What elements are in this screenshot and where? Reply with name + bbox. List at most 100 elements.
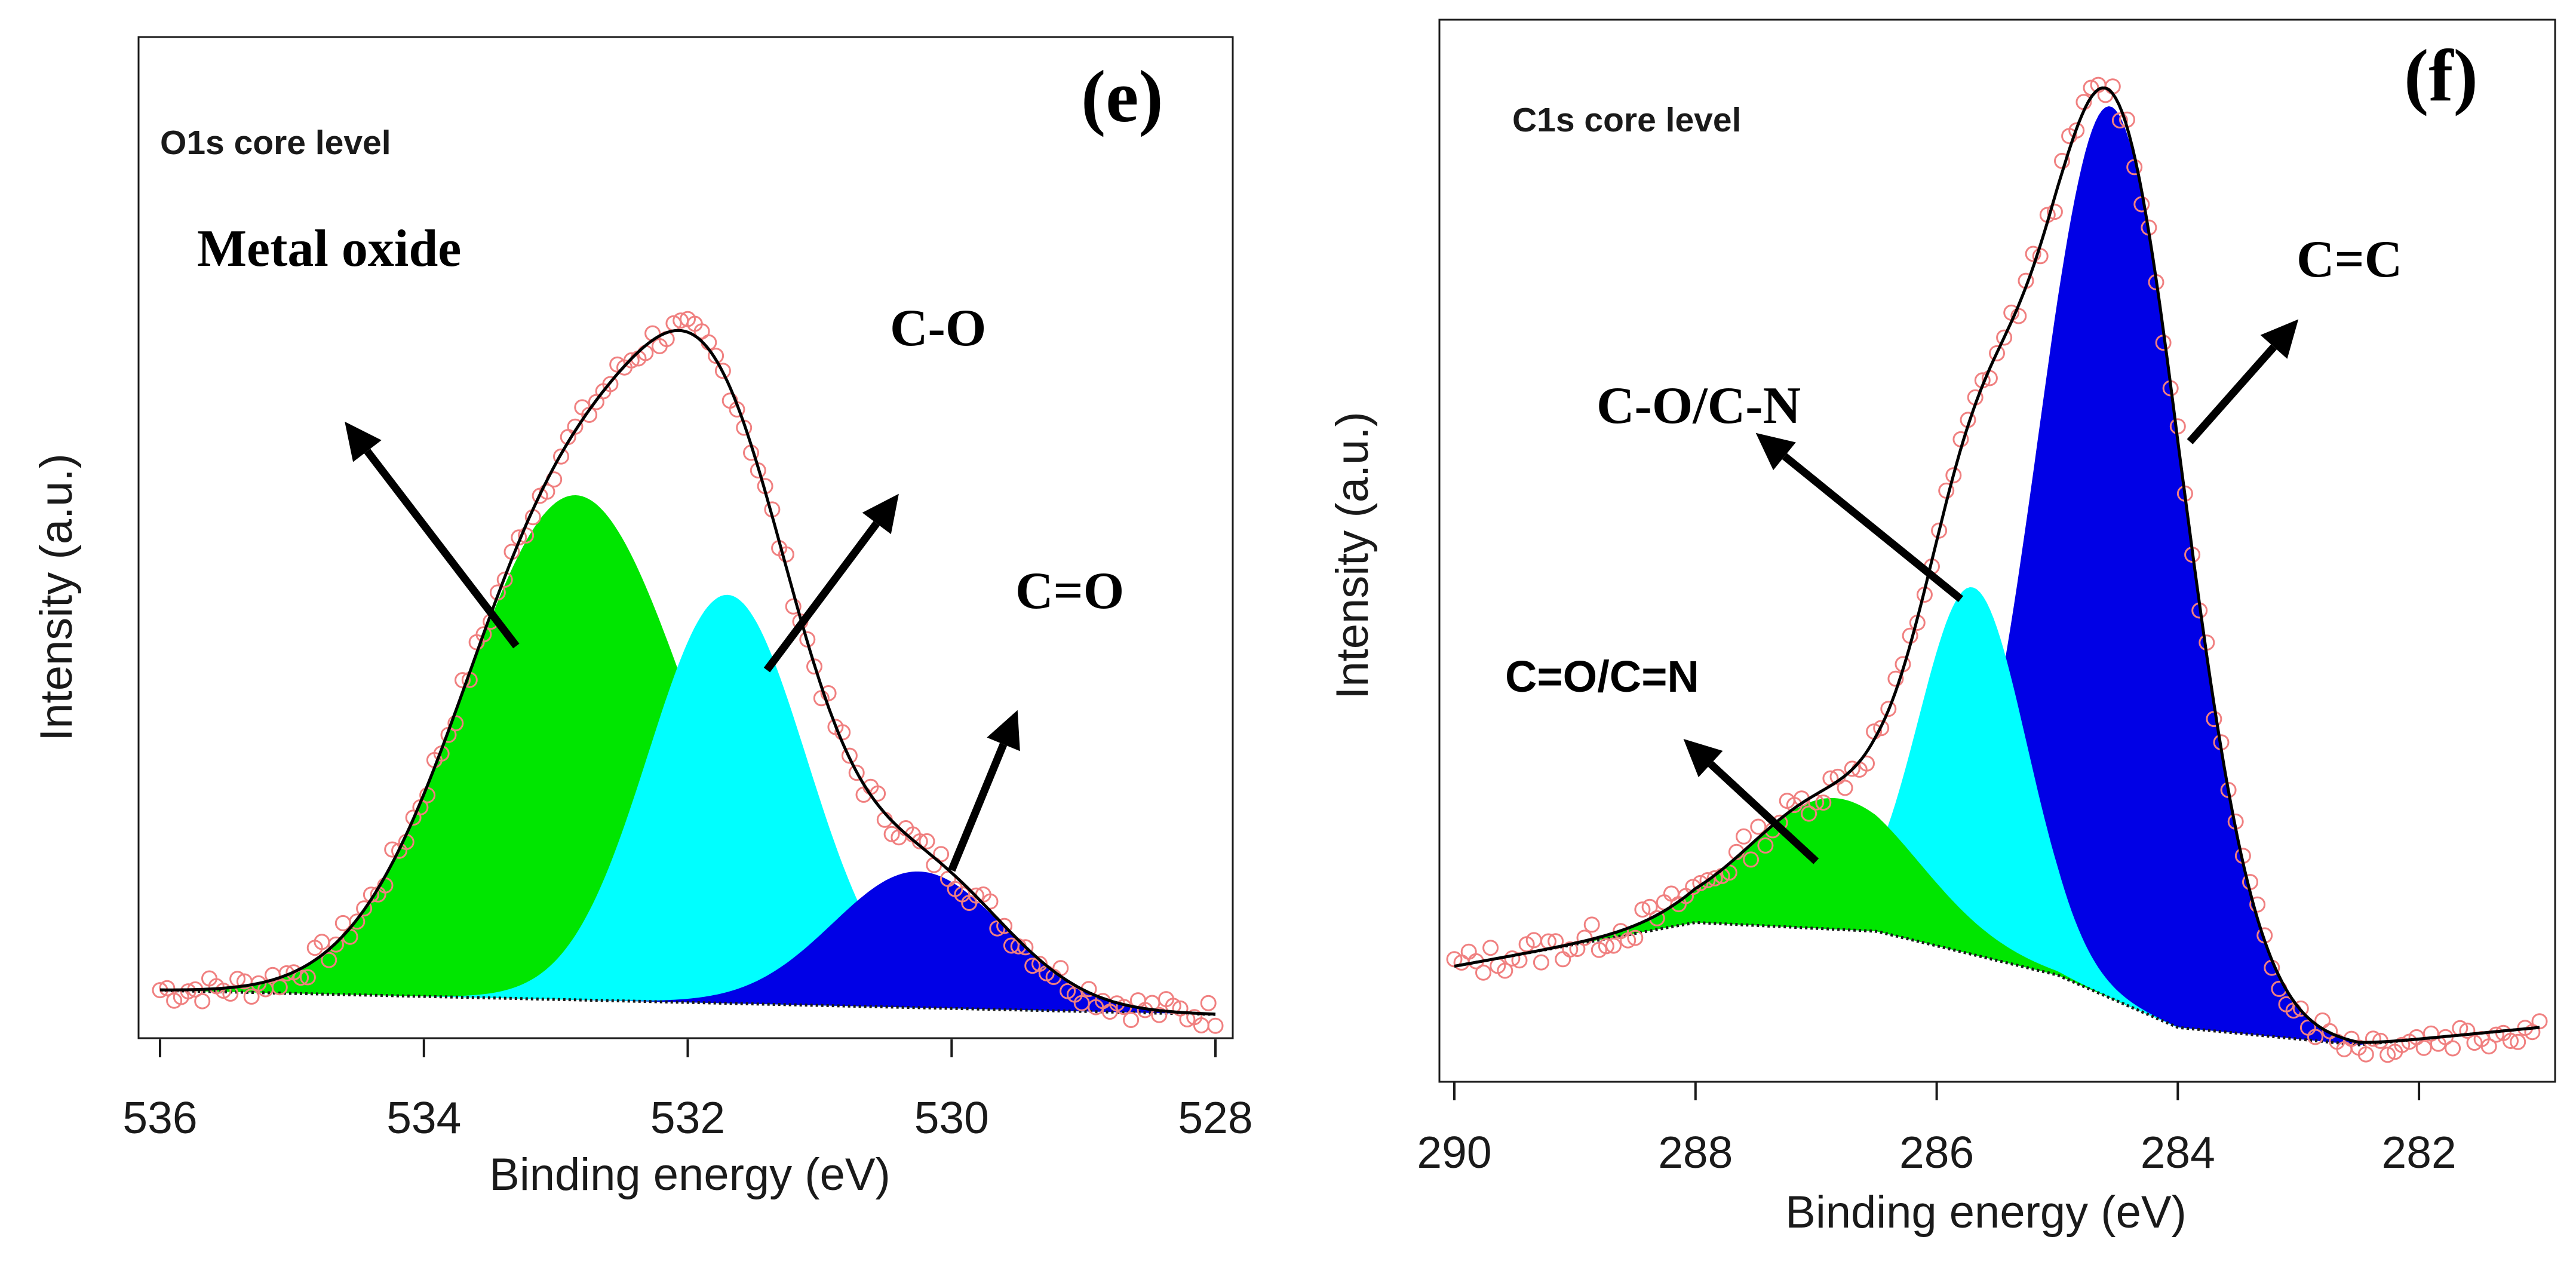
panel-e-data-point <box>243 988 260 1005</box>
panel-f-data-point <box>2488 1026 2504 1043</box>
panel-e-x-tick-label: 528 <box>1178 1093 1252 1143</box>
panel-e-data-point <box>475 626 492 643</box>
panel-f-fit-envelope <box>1454 86 2540 1044</box>
panel-e-data-point <box>447 715 464 732</box>
panel-f-data-point <box>2503 1033 2519 1049</box>
panel-e-data-point <box>933 846 950 863</box>
panel-f-annotation-arrowhead-1 <box>1755 432 1796 471</box>
panel-f-data-point <box>2025 246 2041 262</box>
panel-f-data-point <box>1482 940 1499 956</box>
panel-f-data-point <box>1562 941 1579 958</box>
panel-f-data-point <box>1837 780 1853 796</box>
panel-f-data-point <box>1880 701 1897 717</box>
panel-f-data-point <box>1583 916 1600 933</box>
panel-f-data-point <box>1620 932 1637 949</box>
panel-f-data-point <box>2046 204 2063 220</box>
panel-f-data-point <box>2068 122 2085 139</box>
annotation-metal-oxide: Metal oxide <box>197 220 461 278</box>
panel-f-data-point <box>1750 818 1767 835</box>
panel-e-title: O1s core level <box>160 124 391 162</box>
panel-f-label: (f) <box>2404 35 2478 116</box>
panel-f-annotation-arrow-2 <box>1708 761 1819 864</box>
panel-e-x-tick-label: 532 <box>650 1093 725 1143</box>
panel-e-annotation-arrowhead-2 <box>987 710 1020 751</box>
panel-f-data-point <box>2394 1036 2411 1053</box>
panel-f-data-point <box>2524 1024 2541 1041</box>
panel-e-data-point <box>806 658 822 675</box>
panel-f-x-tick-label: 284 <box>2141 1127 2215 1177</box>
panel-f-data-point <box>1692 875 1709 891</box>
panel-e-data-point <box>996 918 1013 934</box>
panel-f-data-point <box>1743 851 1760 868</box>
panel-e: 536 534 532 530 528 (e) O1s core level Bindi… <box>31 36 1253 1200</box>
panel-f-data-point <box>1996 329 2013 346</box>
panel-e-data-point <box>1024 958 1041 974</box>
panel-e-data-point <box>841 747 858 764</box>
panel-f-peak-c-o-c-n <box>1454 797 2540 1045</box>
panel-f-plot-area <box>1446 76 2548 1063</box>
panel-f-data-point <box>2459 1022 2476 1039</box>
panel-f-annotation-arrowhead-0 <box>2260 319 2299 359</box>
panel-e-data-point <box>328 936 344 953</box>
panel-e-plot-area <box>152 311 1224 1034</box>
panel-f-annotation-arrowhead-2 <box>1683 739 1723 778</box>
panel-e-data-point <box>989 920 1006 937</box>
panel-f-data-point <box>2510 1033 2526 1050</box>
panel-e-annotation-arrow-2 <box>948 743 1008 872</box>
panel-f-data-point <box>1641 898 1658 915</box>
panel-f-data-point <box>1699 872 1716 888</box>
panel-f-x-tick-label: 286 <box>1899 1127 1974 1177</box>
panel-f-x-tick-label: 288 <box>1658 1127 1733 1177</box>
panel-e-data-point <box>356 900 373 917</box>
panel-f-data-point <box>1815 794 1832 811</box>
panel-f-data-point <box>1757 837 1774 854</box>
panel-e-annotation-arrow-1 <box>763 521 880 673</box>
panel-e-label: (e) <box>1081 56 1163 137</box>
annotation-c-double-o: C=O <box>1015 562 1124 620</box>
annotation-c-double-c: C=C <box>2296 231 2402 289</box>
panel-e-data-point <box>1123 1012 1140 1028</box>
panel-f-data-point <box>1627 929 1644 946</box>
panel-f-data-point <box>2365 1030 2381 1047</box>
panel-f-data-point <box>2380 1047 2396 1063</box>
panel-f-x-tick-label: 282 <box>2382 1127 2457 1177</box>
panel-f-data-point <box>1945 467 1962 484</box>
panel-f-data-point <box>2445 1040 2461 1057</box>
panel-e-data-point <box>271 979 288 996</box>
panel-e-data-point <box>299 969 316 986</box>
panel-f-data-point <box>1446 951 1463 968</box>
panel-f-data-point <box>1598 938 1614 955</box>
panel-f-data-point <box>2357 1046 2374 1063</box>
panel-e-x-axis-title: Binding energy (eV) <box>489 1149 891 1200</box>
panel-e-data-point <box>553 448 569 465</box>
panel-f-background-line <box>1454 921 2540 1047</box>
panel-f-data-point <box>2307 1029 2323 1045</box>
panel-e-data-point <box>293 969 309 986</box>
panel-f-data-point <box>1931 522 1948 539</box>
annotation-c-o: C-O <box>890 299 986 357</box>
panel-f-data-point <box>2111 112 2128 129</box>
panel-f-x-axis-title: Binding energy (eV) <box>1785 1187 2187 1238</box>
panel-f-data-point <box>1844 760 1860 777</box>
panel-e-peak-c-o <box>160 594 1215 1015</box>
panel-f-peak-c-o-c-n <box>1454 587 2540 1045</box>
panel-f-annotation-arrow-1 <box>1782 453 1963 602</box>
panel-e-x-tick-label: 530 <box>914 1093 989 1143</box>
panel-f-annotation-arrow-0 <box>2187 344 2277 444</box>
panel-f-data-point <box>1801 805 1817 822</box>
panel-f-data-point <box>1497 962 1513 979</box>
annotation-c-double-o-c-double-n: C=O/C=N <box>1505 652 1699 701</box>
panel-e-x-axis: 536 534 532 530 528 <box>122 1039 1253 1143</box>
panel-e-data-point <box>848 765 865 781</box>
panel-e-data-point <box>919 833 935 849</box>
panel-e-data-point <box>982 893 999 910</box>
panel-f-data-point <box>1887 670 1904 687</box>
panel-f-data-point <box>2292 1000 2309 1017</box>
panel-e-annotation-arrow-0 <box>364 449 520 649</box>
annotation-c-o-c-n: C-O/C-N <box>1596 377 1801 435</box>
panel-e-data-point <box>321 952 337 968</box>
panel-e-data-point <box>785 598 802 615</box>
panel-f-data-point <box>1605 937 1622 954</box>
panel-f-data-point <box>1873 720 1890 737</box>
panel-e-data-point <box>194 993 211 1010</box>
